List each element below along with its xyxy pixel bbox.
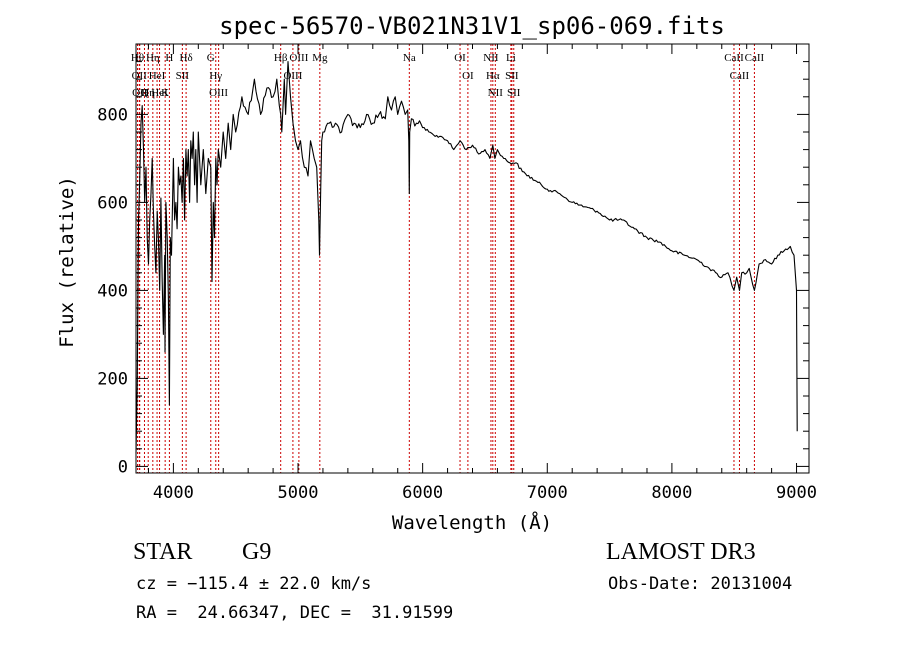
line-label-nii: NII [483,52,499,64]
line-label-oi: OI [462,70,474,82]
survey-name: LAMOST DR3 [606,539,756,565]
sky-coordinates: RA = 24.66347, DEC = 31.91599 [136,603,454,623]
chart-title: spec-56570-VB021N31V1_sp06-069.fits [219,12,725,40]
x-tick-label: 7000 [527,483,568,503]
line-label-oiii: OIII [289,52,308,64]
line-label-caii: CaII [745,52,765,64]
line-label-k: K [161,87,169,99]
line-label-hα: Hα [486,70,500,82]
line-label-caii: CaII [730,70,750,82]
line-label-hei: HeI [151,87,168,99]
x-tick-label: 6000 [402,483,443,503]
y-axis-label: Flux (relative) [56,176,78,348]
line-label-hγ: Hγ [209,70,222,82]
line-label-oiii: OIII [209,87,228,99]
line-label-hθ: Hθ [131,52,144,64]
line-label-li: Li [506,52,516,64]
line-label-q: Q [140,87,148,99]
line-label-mg: Mg [312,52,328,64]
y-tick-label: 600 [97,193,128,213]
spectrum-curve [135,61,798,454]
line-label-hδ: Hδ [180,52,193,64]
line-label-sii: SII [505,70,519,82]
x-tick-label: 9000 [776,483,817,503]
redshift-velocity: cz = −115.4 ± 22.0 km/s [136,574,372,594]
line-label-hβ: Hβ [274,52,288,64]
line-label-caii: CaII [724,52,744,64]
x-axis-label: Wavelength (Å) [392,511,552,534]
x-tick-label: 5000 [278,483,319,503]
line-label-sii: SII [507,87,521,99]
line-label-oi: OI [454,52,466,64]
line-label-h: H [165,52,173,64]
plot-frame [135,43,810,474]
line-label-hη: Hη [141,87,155,99]
line-label-hη: Hη [146,52,160,64]
observation-date: Obs-Date: 20131004 [608,574,793,594]
line-label-nii: NII [488,87,504,99]
y-tick-label: 200 [97,369,128,389]
x-tick-label: 4000 [153,483,194,503]
line-label-hei: HeI [149,70,166,82]
y-tick-label: 0 [118,457,128,477]
y-tick-label: 800 [97,105,128,125]
object-class: STAR [133,539,193,565]
object-subclass: G9 [242,539,272,565]
emission-line-markers [136,44,755,473]
line-label-oii: OII [132,70,148,82]
y-tick-label: 400 [97,281,128,301]
x-tick-label: 8000 [651,483,692,503]
axis-ticks: 4000 5000 6000 7000 8000 9000 0 200 400 600 800 [97,44,817,503]
line-label-g: G [207,52,215,64]
line-label-sii: SII [176,70,190,82]
line-label-na: Na [403,52,416,64]
line-label-oiii: OIII [283,70,302,82]
